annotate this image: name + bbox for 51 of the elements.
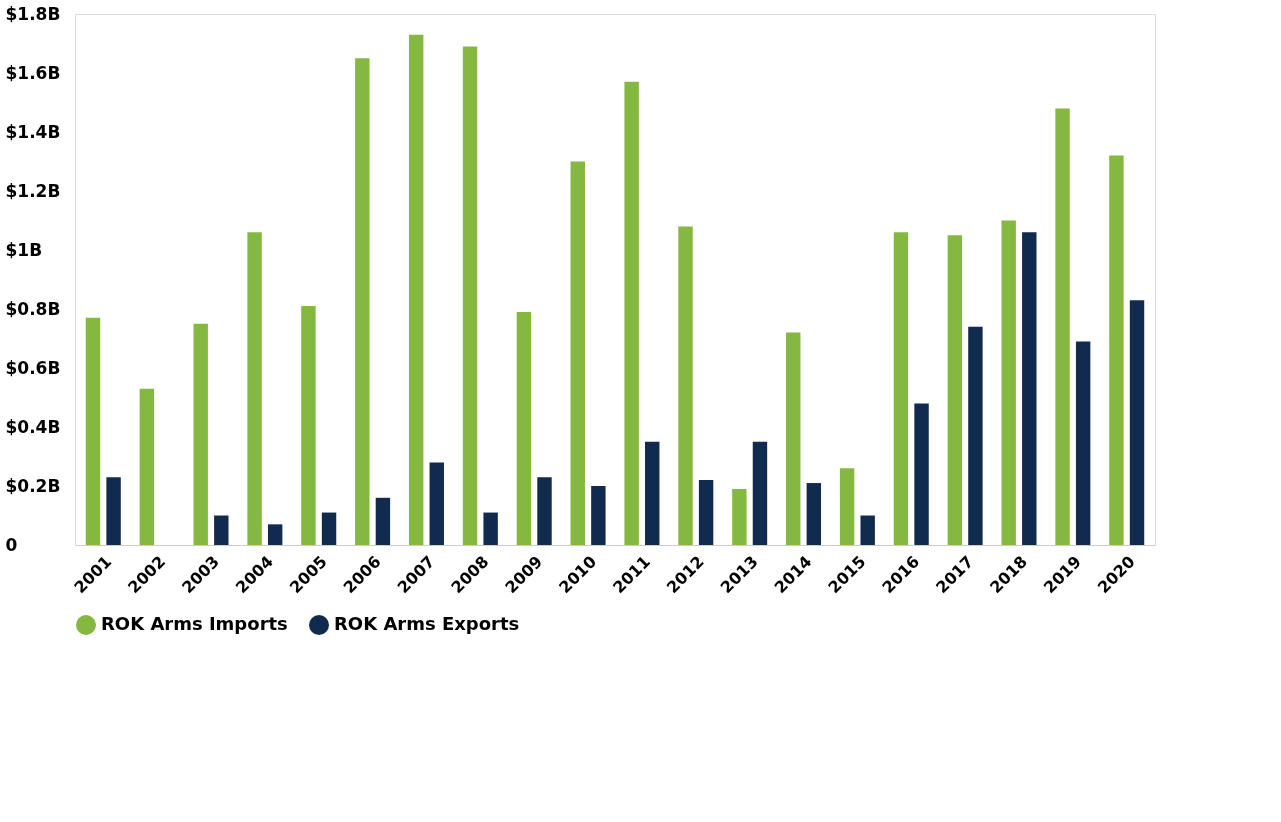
bar (645, 441, 660, 545)
bar (860, 515, 875, 545)
y-tick-label: $1.4B (5, 121, 61, 142)
bar (321, 512, 337, 545)
bar (732, 488, 747, 545)
bar (214, 515, 229, 545)
y-tick-label: $1B (5, 239, 43, 260)
bar (678, 226, 693, 545)
y-tick-label: $0.6B (5, 357, 61, 378)
bar (786, 332, 801, 545)
bar (914, 403, 929, 545)
bar (839, 468, 855, 545)
y-tick-label: $1.8B (5, 3, 61, 24)
bar (429, 462, 444, 545)
y-tick-label: 0 (5, 534, 18, 555)
y-tick-label: $0.2B (5, 475, 61, 496)
bar (1075, 341, 1091, 545)
bar (375, 497, 391, 545)
bar (752, 441, 768, 545)
bar (537, 477, 552, 545)
bar (247, 232, 262, 545)
bar (1109, 155, 1124, 545)
bar (698, 480, 714, 545)
bar (624, 81, 639, 545)
bar (408, 34, 424, 545)
bar (806, 483, 822, 545)
bar (1001, 220, 1016, 545)
bar (1129, 300, 1145, 545)
bar (968, 326, 983, 545)
bar (570, 161, 585, 545)
bar (355, 58, 370, 545)
bar (947, 235, 963, 545)
bar (139, 388, 155, 545)
bar (516, 311, 532, 545)
y-tick-label: $1.6B (5, 62, 61, 83)
bar (267, 524, 283, 545)
legend-label: ROK Arms Exports (334, 613, 520, 634)
bar (1022, 232, 1037, 545)
bar (193, 323, 208, 545)
bar (106, 477, 121, 545)
y-tick-label: $0.4B (5, 416, 61, 437)
bar (893, 232, 909, 545)
bar (1055, 108, 1070, 545)
bar (301, 306, 316, 545)
bar (85, 317, 101, 545)
legend-label: ROK Arms Imports (101, 613, 288, 634)
bar (483, 512, 498, 545)
bar (462, 46, 478, 545)
y-tick-label: $0.8B (5, 298, 61, 319)
bar (591, 486, 606, 545)
y-tick-label: $1.2B (5, 180, 61, 201)
